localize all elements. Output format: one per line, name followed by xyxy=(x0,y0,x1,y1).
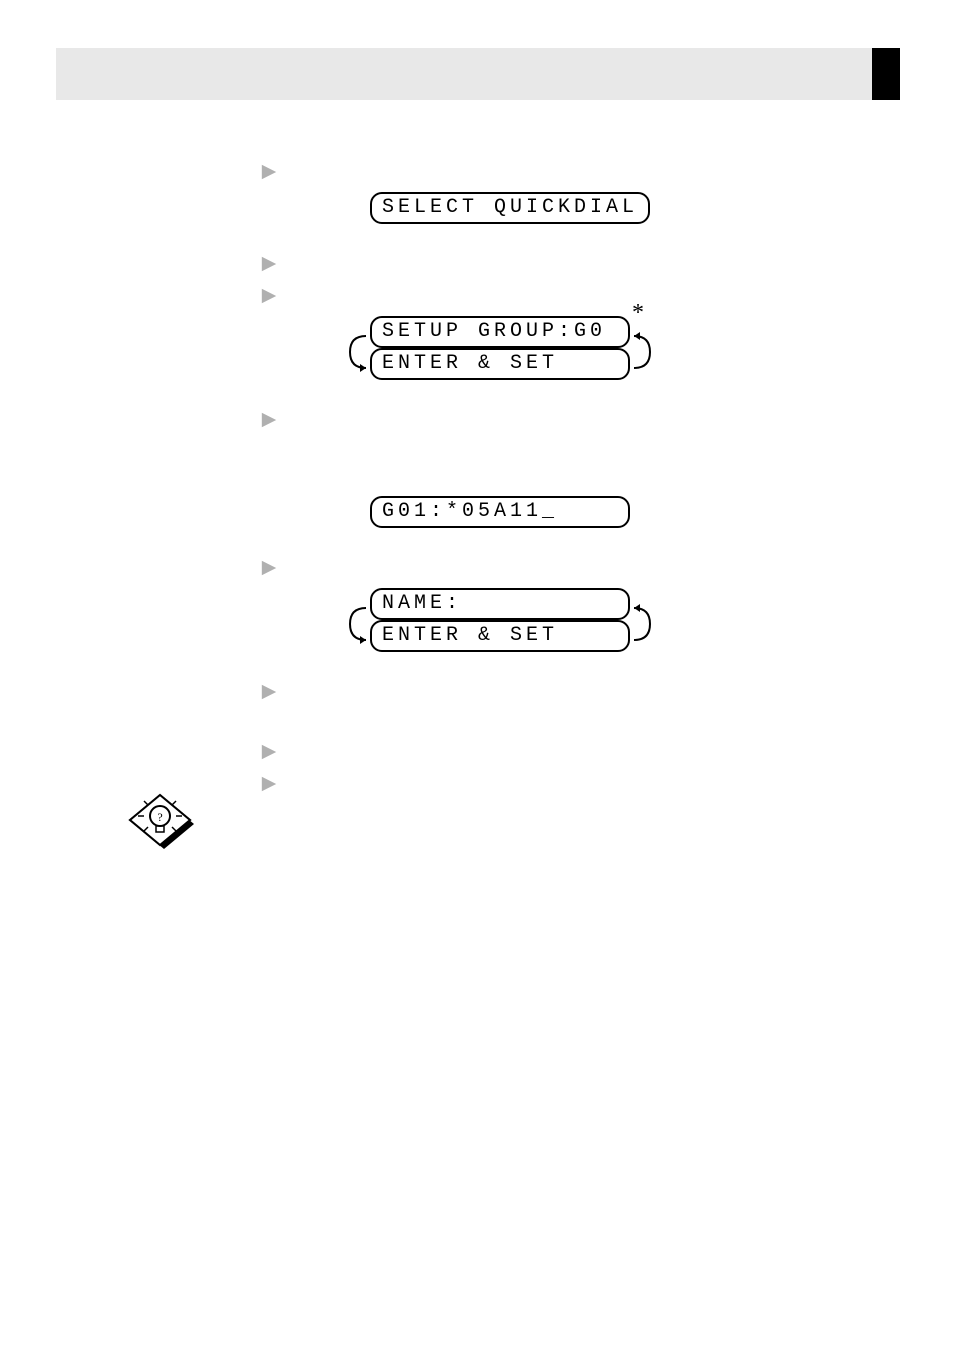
loop-right-icon xyxy=(630,332,652,372)
step-arrow-icon xyxy=(260,559,278,577)
lcd-display: SELECT QUICKDIAL xyxy=(370,192,650,224)
lcd-group-entry-wrap: G01:*05A11_ xyxy=(370,496,860,528)
svg-text:?: ? xyxy=(157,810,162,824)
lcd-name-wrap: NAME: ENTER & SET xyxy=(370,588,860,652)
header-grey-bar xyxy=(56,48,876,100)
loop-left-icon xyxy=(348,604,370,644)
step-1 xyxy=(260,160,860,184)
lcd-display: G01:*05A11_ xyxy=(370,496,630,528)
step-arrow-icon xyxy=(260,255,278,273)
step-8 xyxy=(260,772,860,796)
lcd-display: SETUP GROUP:G0 xyxy=(370,316,630,348)
step-3 xyxy=(260,284,860,308)
step-4 xyxy=(260,408,860,432)
step-2 xyxy=(260,252,860,276)
step-arrow-icon xyxy=(260,163,278,181)
loop-right-icon xyxy=(630,604,652,644)
lcd-alternating-pair: NAME: ENTER & SET xyxy=(370,588,630,652)
lcd-setup-group-wrap: SETUP GROUP:G0 ENTER & SET xyxy=(370,316,860,380)
loop-left-icon xyxy=(348,332,370,372)
tip-lightbulb-icon: ? xyxy=(120,790,200,850)
steps-region: SELECT QUICKDIAL SETUP GROUP:G0 ENTER & … xyxy=(260,160,860,804)
asterisk-icon: * xyxy=(632,300,644,327)
step-6 xyxy=(260,680,860,704)
lcd-alternating-pair: SETUP GROUP:G0 ENTER & SET xyxy=(370,316,630,380)
step-5 xyxy=(260,556,860,580)
step-arrow-icon xyxy=(260,411,278,429)
lcd-display: ENTER & SET xyxy=(370,620,630,652)
lcd-select-quickdial-wrap: SELECT QUICKDIAL xyxy=(370,192,860,224)
step-7 xyxy=(260,740,860,764)
step-arrow-icon xyxy=(260,287,278,305)
step-arrow-icon xyxy=(260,743,278,761)
step-arrow-icon xyxy=(260,775,278,793)
header-black-tab xyxy=(872,48,900,100)
lcd-display: NAME: xyxy=(370,588,630,620)
lcd-display: ENTER & SET xyxy=(370,348,630,380)
step-arrow-icon xyxy=(260,683,278,701)
